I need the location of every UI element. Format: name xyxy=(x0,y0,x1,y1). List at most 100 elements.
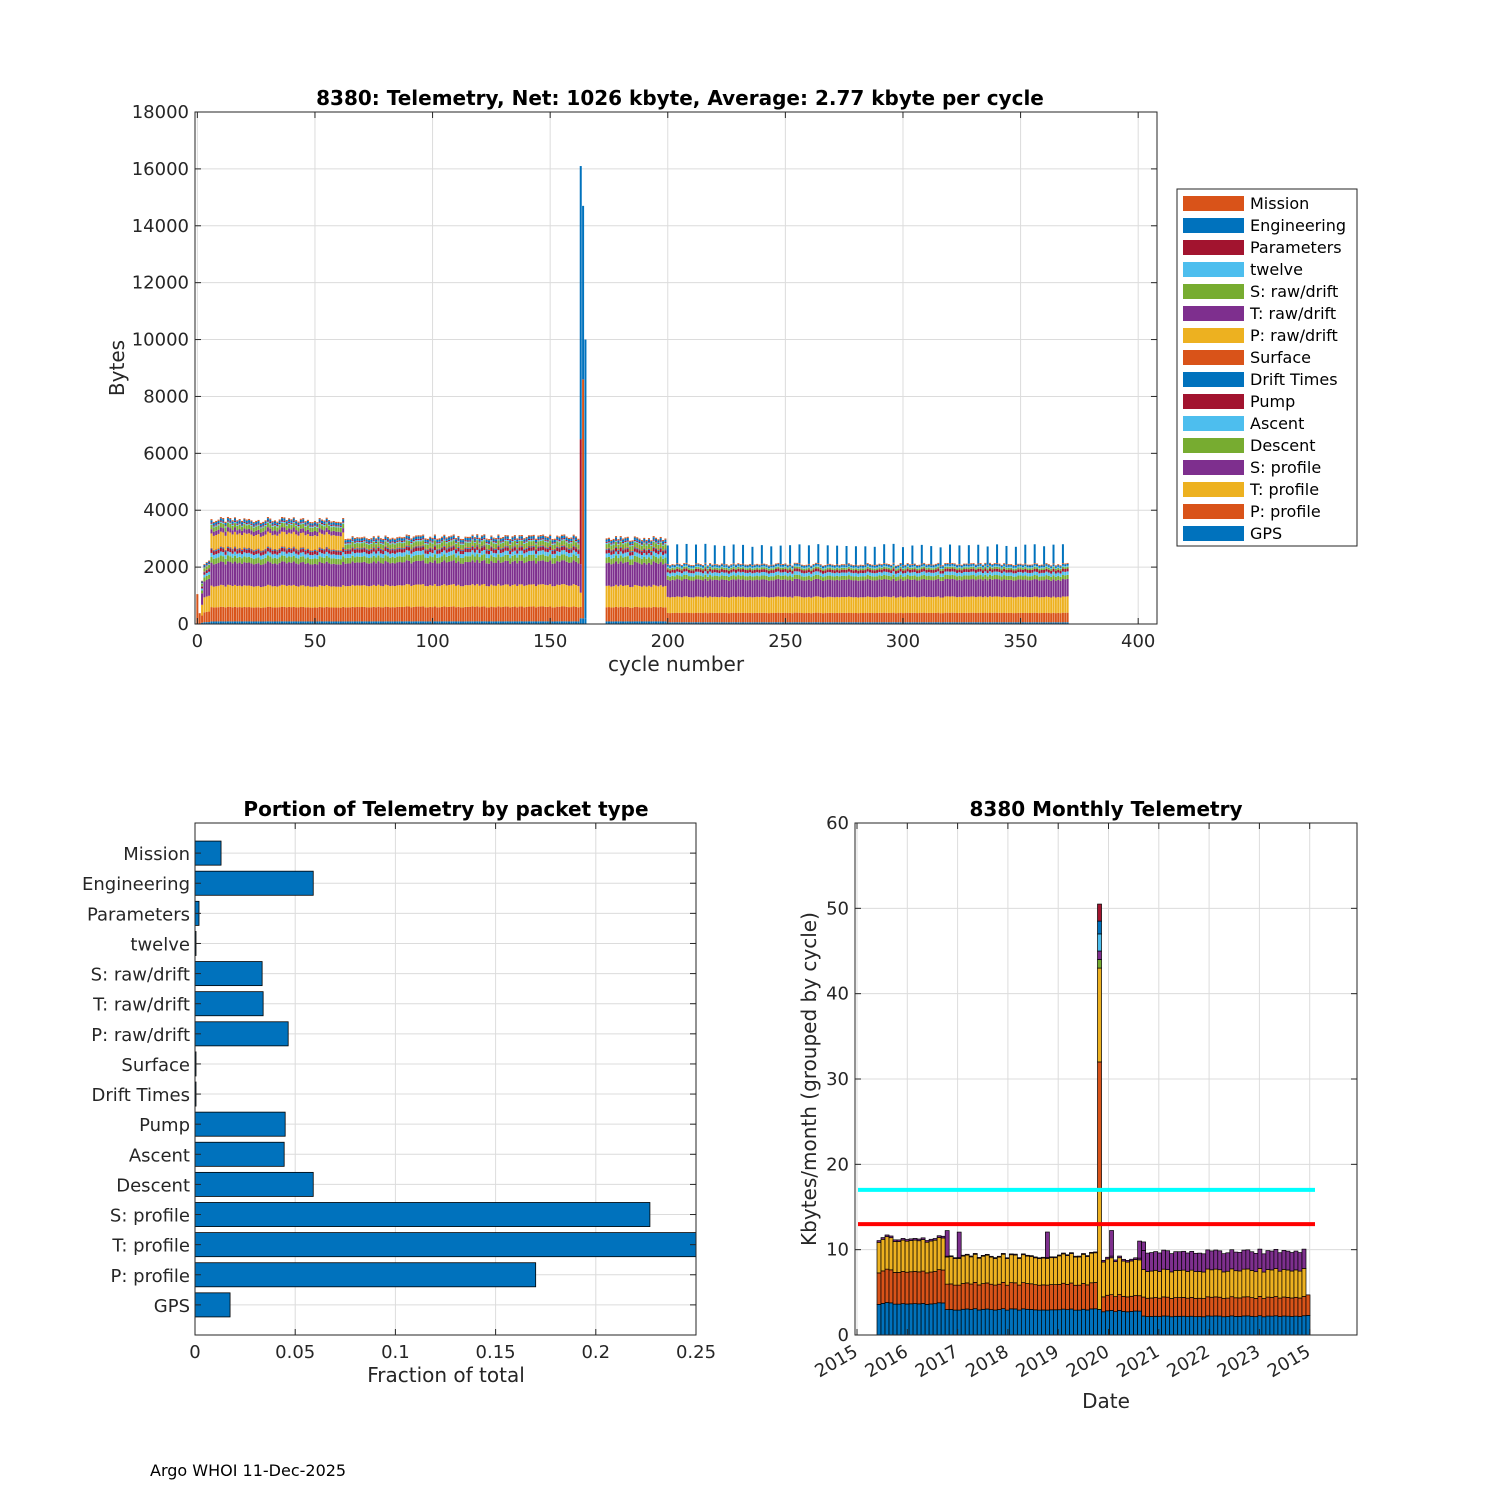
telemetry-bar-segment xyxy=(398,606,401,622)
telemetry-bar-segment xyxy=(812,622,815,624)
telemetry-bar-segment xyxy=(335,549,338,551)
telemetry-bar-segment xyxy=(979,568,982,572)
telemetry-bar-segment xyxy=(532,540,535,546)
telemetry-bar-segment xyxy=(389,542,392,544)
telemetry-bar-segment xyxy=(297,551,300,555)
telemetry-bar-segment xyxy=(513,539,516,541)
telemetry-bar-segment xyxy=(645,545,648,550)
telemetry-bar-segment xyxy=(904,597,907,614)
telemetry-bar-segment xyxy=(812,612,815,623)
telemetry-bar-segment xyxy=(989,563,992,566)
telemetry-bar-segment xyxy=(930,597,933,613)
telemetry-bar-segment xyxy=(779,564,782,565)
telemetry-bar-segment xyxy=(450,584,453,607)
telemetry-bar-segment xyxy=(1052,544,1055,564)
telemetry-bar-segment xyxy=(805,567,808,569)
telemetry-bar-segment xyxy=(1036,564,1039,567)
telemetry-bar-segment xyxy=(257,524,260,526)
telemetry-bar-segment xyxy=(356,606,359,622)
telemetry-bar-segment xyxy=(370,553,373,558)
telemetry-bar-segment xyxy=(887,564,890,567)
telemetry-bar-segment xyxy=(791,577,794,581)
telemetry-bar-segment xyxy=(638,621,641,624)
telemetry-bar-segment xyxy=(678,567,681,570)
telemetry-bar-segment xyxy=(974,580,977,598)
telemetry-bar-segment xyxy=(281,621,284,624)
telemetry-bar-segment xyxy=(370,549,373,554)
monthly-bar-segment xyxy=(940,1302,946,1336)
telemetry-bar-segment xyxy=(970,612,973,623)
telemetry-bar-segment xyxy=(979,566,982,569)
telemetry-bar-segment xyxy=(629,544,632,546)
telemetry-bar-segment xyxy=(1040,612,1043,623)
telemetry-bar-segment xyxy=(1047,564,1050,566)
telemetry-bar-segment xyxy=(438,585,441,608)
telemetry-bar-segment xyxy=(685,596,688,613)
telemetry-bar-segment xyxy=(567,607,570,622)
telemetry-bar-segment xyxy=(878,579,881,597)
telemetry-bar-segment xyxy=(393,543,396,545)
telemetry-bar-segment xyxy=(916,580,919,598)
telemetry-bar-segment xyxy=(302,521,305,523)
telemetry-bar-segment xyxy=(716,579,719,597)
telemetry-bar-segment xyxy=(233,561,236,585)
telemetry-bar-segment xyxy=(283,555,286,562)
telemetry-bar-segment xyxy=(269,548,272,550)
telemetry-bar-segment xyxy=(690,580,693,598)
telemetry-bar-segment xyxy=(346,544,349,549)
telemetry-bar-segment xyxy=(810,565,813,567)
telemetry-bar-segment xyxy=(431,542,434,544)
telemetry-bar-segment xyxy=(711,622,714,624)
telemetry-bar-segment xyxy=(944,612,947,623)
telemetry-bar-segment xyxy=(716,567,719,570)
telemetry-bar-segment xyxy=(459,542,462,544)
telemetry-bar-segment xyxy=(358,538,361,541)
telemetry-bar-segment xyxy=(894,580,897,598)
telemetry-bar-segment xyxy=(257,521,260,524)
telemetry-bar-segment xyxy=(488,558,491,564)
telemetry-bar-segment xyxy=(203,577,206,582)
telemetry-bar-segment xyxy=(852,576,855,581)
telemetry-bar-segment xyxy=(408,550,411,555)
telemetry-bar-segment xyxy=(805,565,808,568)
telemetry-bar-segment xyxy=(269,524,272,529)
telemetry-bar-segment xyxy=(368,607,371,622)
telemetry-bar-segment xyxy=(299,585,302,608)
telemetry-bar-segment xyxy=(497,538,500,540)
telemetry-bar-segment xyxy=(1050,567,1053,570)
telemetry-bar-segment xyxy=(462,543,465,545)
telemetry-ylabel: Bytes xyxy=(105,340,129,396)
telemetry-bar-segment xyxy=(556,541,559,546)
telemetry-bar-segment xyxy=(276,531,279,536)
telemetry-bar-segment xyxy=(210,552,213,557)
telemetry-bar-segment xyxy=(330,607,333,622)
telemetry-bar-segment xyxy=(544,537,547,540)
telemetry-bar-segment xyxy=(248,548,251,550)
telemetry-bar-segment xyxy=(789,566,792,568)
telemetry-bar-segment xyxy=(351,548,354,552)
telemetry-ytick-label: 16000 xyxy=(132,159,189,180)
telemetry-bar-segment xyxy=(525,538,528,541)
telemetry-bar-segment xyxy=(880,596,883,613)
telemetry-bar-segment xyxy=(551,539,554,541)
telemetry-bar-segment xyxy=(506,550,509,555)
telemetry-bar-segment xyxy=(386,548,389,553)
telemetry-bar-segment xyxy=(224,558,227,565)
telemetry-bar-segment xyxy=(662,621,665,624)
telemetry-bar-segment xyxy=(993,622,996,624)
telemetry-bar-segment xyxy=(1050,569,1053,571)
telemetry-bar-segment xyxy=(913,567,916,570)
telemetry-bar-segment xyxy=(386,547,389,549)
telemetry-bar-segment xyxy=(222,519,225,522)
telemetry-bar-segment xyxy=(400,556,403,563)
telemetry-bar-segment xyxy=(368,558,371,564)
telemetry-bar-segment xyxy=(800,568,803,571)
telemetry-bar-segment xyxy=(918,570,921,573)
telemetry-bar-segment xyxy=(241,526,244,531)
telemetry-bar-segment xyxy=(911,545,914,565)
telemetry-bar-segment xyxy=(742,596,745,613)
telemetry-bar-segment xyxy=(1050,580,1053,598)
telemetry-bar-segment xyxy=(208,567,211,569)
telemetry-bar-segment xyxy=(767,566,770,568)
telemetry-bar-segment xyxy=(201,583,204,584)
